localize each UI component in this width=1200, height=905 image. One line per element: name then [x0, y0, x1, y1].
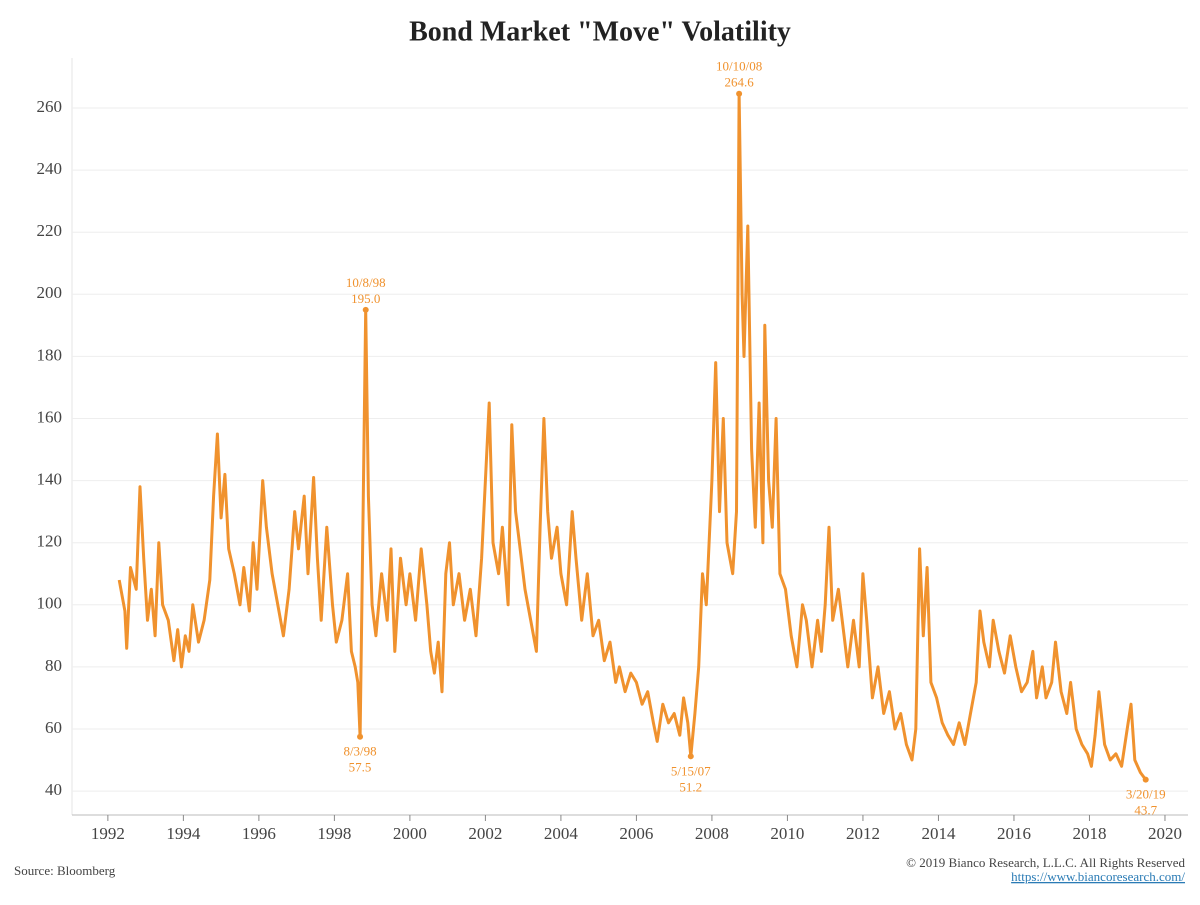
- y-tick-label: 120: [37, 532, 63, 551]
- y-tick-label: 140: [37, 469, 63, 488]
- annotation-date: 10/10/08: [716, 59, 762, 74]
- annotation-dot: [1142, 776, 1149, 783]
- x-tick-label: 1992: [91, 824, 125, 843]
- annotation-dot: [736, 90, 743, 97]
- x-tick-label: 2016: [997, 824, 1031, 843]
- annotation-date: 8/3/98: [343, 744, 376, 759]
- y-tick-label: 180: [37, 345, 63, 364]
- annotation-dot: [687, 753, 694, 760]
- url-link[interactable]: https://www.biancoresearch.com/: [1011, 869, 1185, 884]
- source: Source: Bloomberg: [14, 863, 116, 878]
- y-tick-label: 200: [37, 283, 63, 302]
- line-series: [117, 92, 1147, 781]
- x-tick-label: 2012: [846, 824, 880, 843]
- x-tick-label: 2008: [695, 824, 729, 843]
- y-tick-label: 240: [37, 159, 63, 178]
- copyright: © 2019 Bianco Research, L.L.C. All Right…: [906, 855, 1185, 870]
- x-tick-label: 2014: [921, 824, 956, 843]
- annotation-date: 3/20/19: [1126, 787, 1166, 802]
- x-tick-label: 1996: [242, 824, 276, 843]
- x-tick-label: 2018: [1072, 824, 1106, 843]
- x-tick-label: 1998: [317, 824, 351, 843]
- x-tick-label: 2006: [619, 824, 653, 843]
- x-tick-label: 2004: [544, 824, 579, 843]
- x-tick-label: 2010: [770, 824, 804, 843]
- x-tick-label: 2020: [1148, 824, 1182, 843]
- annotation-value: 195.0: [351, 291, 380, 306]
- annotation-value: 264.6: [724, 75, 754, 90]
- annotation-value: 57.5: [349, 760, 372, 775]
- annotation-date: 5/15/07: [671, 763, 711, 778]
- y-tick-label: 80: [45, 656, 62, 675]
- chart-title: Bond Market "Move" Volatility: [409, 16, 791, 47]
- x-tick-label: 1994: [166, 824, 201, 843]
- annotation-dot: [357, 733, 364, 740]
- y-tick-label: 220: [37, 221, 63, 240]
- y-tick-label: 40: [45, 780, 62, 799]
- y-tick-label: 260: [37, 97, 63, 116]
- annotation-dot: [362, 306, 369, 313]
- y-tick-label: 160: [37, 407, 63, 426]
- annotation-value: 51.2: [679, 779, 702, 794]
- y-tick-label: 60: [45, 718, 62, 737]
- y-tick-label: 100: [37, 594, 63, 613]
- annotation-date: 10/8/98: [346, 275, 386, 290]
- x-tick-label: 2000: [393, 824, 427, 843]
- annotation-value: 43.7: [1134, 803, 1157, 818]
- x-tick-label: 2002: [468, 824, 502, 843]
